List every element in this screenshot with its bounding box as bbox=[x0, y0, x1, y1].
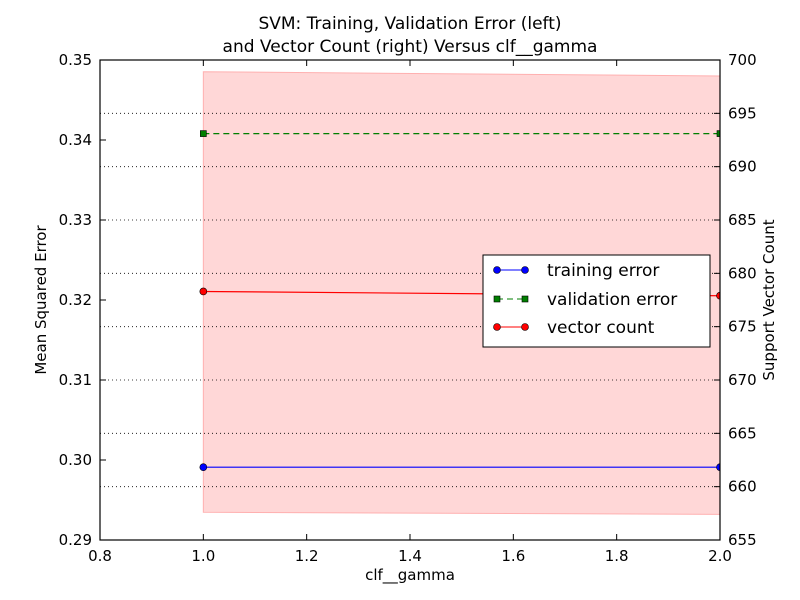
x-tick-label: 0.8 bbox=[88, 547, 112, 565]
y-tick-label-right: 700 bbox=[728, 51, 757, 69]
y-tick-label-left: 0.35 bbox=[59, 51, 92, 69]
legend-training-error-label: training error bbox=[547, 261, 659, 281]
y-tick-label-right: 695 bbox=[728, 104, 757, 122]
chart-title-line-1: SVM: Training, Validation Error (left) bbox=[258, 14, 561, 34]
legend-validation-error-label: validation error bbox=[547, 290, 677, 310]
y-tick-label-right: 660 bbox=[728, 478, 757, 496]
legend-vector-count-label: vector count bbox=[547, 318, 655, 338]
y-tick-label-left: 0.29 bbox=[59, 531, 92, 549]
validation-error-point bbox=[716, 130, 720, 137]
x-axis-label: clf__gamma bbox=[365, 566, 455, 585]
y-tick-label-left: 0.32 bbox=[59, 291, 92, 309]
x-tick-label: 1.6 bbox=[501, 547, 525, 565]
x-tick-label: 1.0 bbox=[191, 547, 215, 565]
y-axis-label-left: Mean Squared Error bbox=[32, 225, 50, 375]
y-tick-label-left: 0.34 bbox=[59, 131, 92, 149]
legend-training-error-marker bbox=[521, 266, 529, 274]
y-tick-label-right: 690 bbox=[728, 158, 757, 176]
x-tick-label: 1.2 bbox=[295, 547, 319, 565]
legend-vector-count-marker bbox=[493, 323, 501, 331]
x-tick-label: 2.0 bbox=[708, 547, 732, 565]
y-tick-label-right: 665 bbox=[728, 424, 757, 442]
legend-vector-count-marker bbox=[521, 323, 529, 331]
vector-count-point bbox=[716, 291, 720, 300]
plot-area: 0.8 1.0 1.2 1.4 1.6 1.8 2.0 0.29 0.30 0.31 0.32 0.3… bbox=[59, 51, 757, 565]
y-tick-label-right: 655 bbox=[728, 531, 757, 549]
legend: training error validation error vector c… bbox=[482, 254, 711, 348]
y-tick-label-left: 0.31 bbox=[59, 371, 92, 389]
x-tick-label: 1.8 bbox=[605, 547, 629, 565]
training-error-point bbox=[199, 463, 208, 472]
validation-error-point bbox=[200, 130, 207, 137]
y-tick-label-right: 670 bbox=[728, 371, 757, 389]
y-tick-label-right: 685 bbox=[728, 211, 757, 229]
training-error-point bbox=[716, 463, 720, 471]
legend-validation-error-marker bbox=[493, 295, 501, 303]
y-tick-label-left: 0.33 bbox=[59, 211, 92, 229]
legend-training-error-marker bbox=[493, 266, 501, 274]
x-tick-label: 1.4 bbox=[398, 547, 422, 565]
y-axis-label-right: Support Vector Count bbox=[760, 219, 778, 380]
legend-validation-error-marker bbox=[521, 295, 529, 303]
y-tick-label-right: 680 bbox=[728, 264, 757, 282]
y-tick-label-right: 675 bbox=[728, 318, 757, 336]
y-tick-label-left: 0.30 bbox=[59, 451, 92, 469]
vector-count-point bbox=[199, 287, 208, 296]
chart-title-line-2: and Vector Count (right) Versus clf__gam… bbox=[223, 37, 598, 57]
